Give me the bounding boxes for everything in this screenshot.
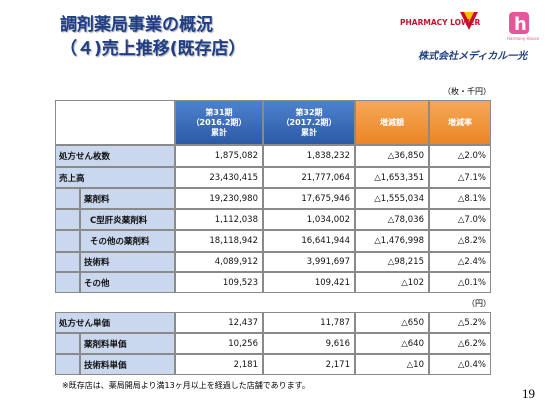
value-cell: 109,421: [263, 272, 355, 293]
value-cell: △1,476,998: [355, 230, 429, 252]
logos: h: [460, 12, 529, 35]
row-label: その他: [80, 272, 175, 293]
column-header: 第32期 （2017.2期） 累計: [263, 100, 355, 145]
value-cell: △5.2%: [429, 312, 491, 333]
value-cell: △7.0%: [429, 209, 491, 230]
value-cell: △0.4%: [429, 354, 491, 375]
header-empty: [55, 100, 175, 145]
value-cell: 2,171: [263, 354, 355, 375]
value-cell: 2,181: [175, 354, 263, 375]
row-label: その他の薬剤料: [80, 230, 175, 252]
row-label: 薬剤料: [80, 188, 175, 209]
row-label: 処方せん単価: [55, 312, 175, 333]
value-cell: 18,118,942: [175, 230, 263, 252]
value-cell: 9,616: [263, 333, 355, 354]
logo-text: PHARMACY LOWER: [400, 18, 481, 27]
value-cell: △2.0%: [429, 145, 491, 167]
indent: [55, 354, 80, 375]
value-cell: 1,838,232: [263, 145, 355, 167]
indent: [55, 209, 80, 230]
footnote: ※既存店は、薬局開局より満13ヶ月以上を経過した店舗であります。: [62, 381, 310, 390]
value-cell: 17,675,946: [263, 188, 355, 209]
column-header: 第31期 （2016.2期） 累計: [175, 100, 263, 145]
logo-text: Harmony House: [507, 36, 540, 41]
title: 調剤薬局事業の概況: [60, 15, 213, 35]
row-label: 売上高: [55, 167, 175, 188]
value-cell: △640: [355, 333, 429, 354]
value-cell: △78,036: [355, 209, 429, 230]
value-cell: △7.1%: [429, 167, 491, 188]
value-cell: △8.1%: [429, 188, 491, 209]
indent: [55, 252, 80, 272]
value-cell: △8.2%: [429, 230, 491, 252]
unit: （枚・千円）: [443, 87, 491, 96]
unit: （円）: [467, 299, 491, 308]
value-cell: △102: [355, 272, 429, 293]
value-cell: △36,850: [355, 145, 429, 167]
page-number: 19: [522, 386, 535, 401]
value-cell: △1,555,034: [355, 188, 429, 209]
row-label: C型肝炎薬剤料: [80, 209, 175, 230]
value-cell: 4,089,912: [175, 252, 263, 272]
value-cell: △650: [355, 312, 429, 333]
value-cell: 12,437: [175, 312, 263, 333]
value-cell: 1,875,082: [175, 145, 263, 167]
row-label: 技術料単価: [80, 354, 175, 375]
value-cell: △10: [355, 354, 429, 375]
value-cell: 11,787: [263, 312, 355, 333]
svg-text:h: h: [514, 14, 527, 35]
row-label: 処方せん枚数: [55, 145, 175, 167]
value-cell: 3,991,697: [263, 252, 355, 272]
value-cell: △0.1%: [429, 272, 491, 293]
value-cell: △1,653,351: [355, 167, 429, 188]
value-cell: 1,112,038: [175, 209, 263, 230]
indent: [55, 272, 80, 293]
value-cell: 19,230,980: [175, 188, 263, 209]
value-cell: △6.2%: [429, 333, 491, 354]
row-label: 薬剤料単価: [80, 333, 175, 354]
indent: [55, 333, 80, 354]
value-cell: △2.4%: [429, 252, 491, 272]
subtitle: （４)売上推移(既存店）: [60, 39, 246, 59]
row-label: 技術料: [80, 252, 175, 272]
indent: [55, 230, 80, 252]
value-cell: 10,256: [175, 333, 263, 354]
company: 株式会社メディカル一光: [418, 51, 528, 62]
value-cell: 23,430,415: [175, 167, 263, 188]
value-cell: △98,215: [355, 252, 429, 272]
value-cell: 16,641,944: [263, 230, 355, 252]
indent: [55, 188, 80, 209]
value-cell: 21,777,064: [263, 167, 355, 188]
value-cell: 1,034,002: [263, 209, 355, 230]
column-header: 増減額: [355, 100, 429, 145]
column-header: 増減率: [429, 100, 491, 145]
value-cell: 109,523: [175, 272, 263, 293]
